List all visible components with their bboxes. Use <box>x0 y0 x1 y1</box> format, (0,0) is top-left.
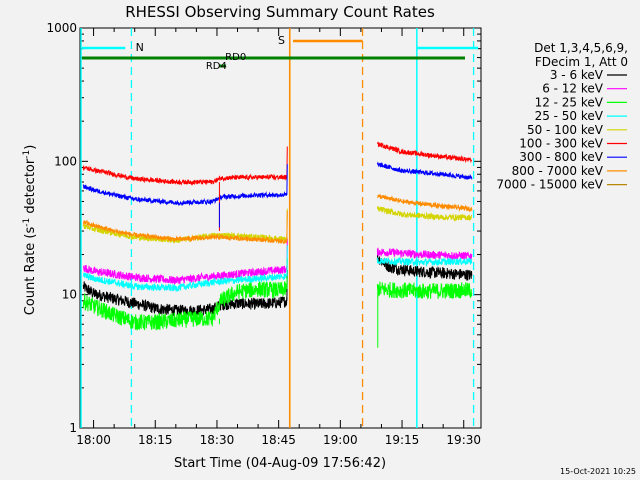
y-axis-label: Count Rate (s-1 detector-1) <box>22 145 38 316</box>
series-line <box>376 206 472 222</box>
legend-title-2: FDecim 1, Att 0 <box>535 55 628 69</box>
x-tick-label: 19:15 <box>385 433 420 447</box>
plot-frame <box>79 27 482 429</box>
y-axis: 1 10 100 1000 <box>46 21 481 435</box>
y-tick-label: 100 <box>54 154 77 168</box>
x-tick-label: 18:00 <box>76 433 111 447</box>
rd0-label: RD0 <box>225 52 246 63</box>
series-line <box>82 219 288 245</box>
series-line <box>376 253 473 281</box>
y-label-sup1: -1 <box>22 218 32 227</box>
series-line <box>376 161 473 180</box>
x-tick-label: 19:00 <box>323 433 358 447</box>
legend-entry-label: 6 - 12 keV <box>542 82 604 96</box>
series-line <box>83 264 288 285</box>
series-group <box>82 141 473 348</box>
series-line <box>82 281 288 331</box>
x-tick-label: 18:15 <box>138 433 173 447</box>
night-label: N <box>136 41 144 54</box>
series-line <box>376 281 473 300</box>
legend-entry-label: 12 - 25 keV <box>535 95 604 109</box>
legend-entry-label: 300 - 800 keV <box>519 150 603 164</box>
legend-entry-label: 3 - 6 keV <box>550 68 604 82</box>
y-label-part3: ) <box>23 145 38 150</box>
y-tick-label: 1 <box>69 421 77 435</box>
x-axis: 18:00 18:15 18:30 18:45 19:00 19:15 19:30 <box>76 28 481 447</box>
timestamp: 15-Oct-2021 10:25 <box>560 467 636 476</box>
legend-entry-label: 800 - 7000 keV <box>512 164 604 178</box>
x-axis-label: Start Time (04-Aug-09 17:56:42) <box>174 456 386 471</box>
chart-title: RHESSI Observing Summary Count Rates <box>125 3 435 21</box>
saa-label: S <box>278 34 285 47</box>
legend-entry-label: 50 - 100 keV <box>527 123 604 137</box>
legend-entry-label: 25 - 50 keV <box>535 109 604 123</box>
series-line <box>376 193 473 213</box>
x-tick-label: 18:30 <box>200 433 235 447</box>
legend-entry-label: 100 - 300 keV <box>519 137 603 151</box>
x-tick-label: 18:45 <box>261 433 296 447</box>
legend-title-1: Det 1,3,4,5,6,9, <box>534 41 628 55</box>
y-tick-label: 10 <box>62 288 77 302</box>
y-label-part2: detector <box>23 158 38 218</box>
series-line <box>82 184 288 207</box>
series-line <box>376 247 473 262</box>
y-label-part1: Count Rate (s <box>23 227 38 316</box>
series-line <box>82 272 287 292</box>
series-line <box>376 256 473 268</box>
rd4-label: RD4 <box>206 61 227 72</box>
y-tick-label: 1000 <box>46 21 77 35</box>
y-label-sup2: -1 <box>22 150 32 159</box>
series-line <box>82 281 288 318</box>
series-line <box>376 141 473 164</box>
series-line <box>82 165 288 186</box>
x-tick-label: 19:30 <box>446 433 481 447</box>
legend-entry-label: 7000 - 15000 keV <box>496 178 603 192</box>
